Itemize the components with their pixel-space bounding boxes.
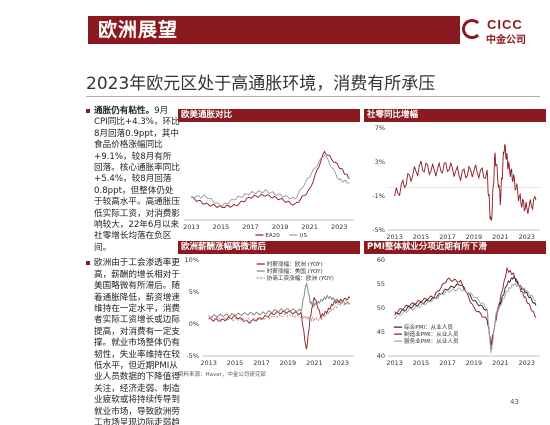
x-tick-label: 2017 [439,359,456,367]
series-line [208,296,351,350]
x-tick-label: 2023 [331,223,348,231]
panel-title-retail: 社零同比增幅 [364,109,546,122]
legend-label: US [299,233,307,239]
x-tick-label: 2023 [519,233,536,241]
y-tick-label: -5% [186,352,199,360]
bullet-item-inflation: 通胀仍有粘性。9月CPI同比+4.3%，环比8月回落0.9ppt，其中食品价格涨… [86,106,180,254]
page-title: 欧洲展望 [98,19,179,41]
header-bar [88,16,460,44]
y-tick-label: 7% [375,124,385,132]
legend-label: 时薪涨幅：美国 (YOY) [267,267,323,275]
x-tick-label: 2015 [213,223,230,231]
y-tick-label: 10% [185,256,199,264]
x-tick-label: 2019 [280,359,297,367]
y-tick-label: 60 [377,256,385,264]
x-tick-label: 2013 [200,359,217,367]
bullet-text: 欧洲由于工会渗透率更高，薪酬的增长相对于美国略微有所滞后。随着通胀降低，薪资增速… [94,258,180,425]
y-tick-label: 5% [189,288,199,296]
x-tick-label: 2021 [301,223,318,231]
x-tick-label: 2015 [413,233,430,241]
legend-label: 协商工资涨幅：欧洲 (YOY) [267,274,334,282]
logo-text-en: CICC [487,17,523,32]
subtitle-divider [86,96,540,97]
x-tick-label: 2013 [386,233,403,241]
chart-svg: 10% 5% 0% -5%2013 2015 2017 2019 2021 2023 时薪涨幅：欧… [185,256,354,367]
y-tick-label: 40 [377,352,385,360]
x-tick-label: 2021 [306,359,323,367]
legend-label: 制造业PMI：从业人员 [404,330,459,338]
series-line [208,282,351,318]
cicc-logo: CICC 中金公司 [460,16,550,46]
bullet-lead: 通胀仍有粘性。 [94,106,155,116]
x-tick-label: 2023 [519,359,536,367]
pmi-chart: 60 55 50 45 40 2013 2015 2017 2019 2021 2023 综合PMI：… [364,256,546,368]
x-tick-label: 2023 [333,359,350,367]
y-tick-label: 50 [377,304,385,312]
y-tick-label: -5% [372,226,385,234]
x-tick-label: 2015 [413,359,430,367]
series-line [394,143,537,221]
x-tick-label: 2017 [253,359,270,367]
chart-svg: 2013 2015 2017 2019 2021 2023 EA20 US [183,150,354,239]
series-line [394,282,537,354]
legend-label: 时薪涨幅：欧洲 (YOY) [267,260,323,268]
retail-chart: 7% 3% -1% -5% 2013 2015 2017 2019 2021 2023 [364,124,546,242]
x-tick-label: 2017 [242,223,259,231]
series-line [191,150,350,209]
legend-label: EA20 [265,233,280,239]
series-line [191,154,350,209]
panel-title-inflation: 欧美通胀对比 [178,109,360,122]
bullet-list: 通胀仍有粘性。9月CPI同比+4.3%，环比8月回落0.9ppt，其中食品价格涨… [86,106,180,425]
legend-label: 综合PMI：从业人员 [404,323,453,331]
logo-text-cn: 中金公司 [486,35,526,46]
panel-title-wages: 欧洲薪酬涨幅略微滞后 [178,241,360,254]
x-tick-label: 2015 [227,359,244,367]
x-tick-label: 2019 [272,223,289,231]
bullet-text: 9月CPI同比+4.3%，环比8月回落0.9ppt，其中食品价格涨幅同比+9.1… [94,106,180,253]
panel-title-pmi: PMI整体就业分项近期有所下滑 [364,241,546,254]
y-tick-label: -1% [372,192,385,200]
cicc-logo-mark-icon [462,19,482,39]
x-tick-label: 2019 [466,359,483,367]
x-tick-label: 2013 [386,359,403,367]
legend-label: 服务业PMI：从业人员 [404,337,459,345]
x-tick-label: 2019 [466,233,483,241]
source-note: 资料来源：Haver，中金公司研究部 [178,372,266,378]
slide-subtitle: 2023年欧元区处于高通胀环境，消费有所承压 [86,74,436,94]
inflation-chart: 2013 2015 2017 2019 2021 2023 EA20 US [178,124,360,242]
x-tick-label: 2013 [183,223,200,231]
y-tick-label: 0% [189,320,199,328]
header: 欧洲展望 CICC 中金公司 [0,0,550,47]
chart-svg: 7% 3% -1% -5%2013 2015 2017 2019 2021 2023 [372,124,540,241]
x-tick-label: 2021 [492,359,509,367]
x-tick-label: 2017 [439,233,456,241]
wages-chart: 10% 5% 0% -5% 2013 2015 2017 2019 2021 2023 时薪涨幅：欧… [178,256,360,368]
y-tick-label: 3% [375,158,385,166]
y-tick-label: 55 [377,280,385,288]
page-number: 43 [510,398,519,406]
y-tick-label: 45 [377,328,385,336]
bullet-item-wages: 欧洲由于工会渗透率更高，薪酬的增长相对于美国略微有所滞后。随着通胀降低，薪资增速… [86,258,180,425]
series-line [208,301,351,322]
x-tick-label: 2021 [492,233,509,241]
